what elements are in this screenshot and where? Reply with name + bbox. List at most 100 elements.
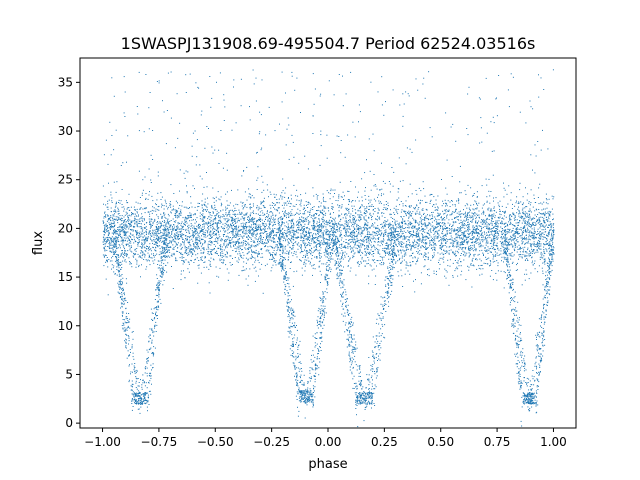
data-point <box>289 250 291 252</box>
data-point <box>377 253 379 254</box>
data-point <box>176 250 178 252</box>
data-point <box>378 209 380 211</box>
data-point <box>343 226 345 228</box>
data-point <box>480 246 482 248</box>
data-point <box>494 235 496 236</box>
data-point <box>501 218 503 219</box>
data-point <box>395 239 397 240</box>
data-point <box>326 222 328 224</box>
data-point <box>445 235 447 237</box>
data-point <box>124 231 126 233</box>
data-point <box>231 227 233 229</box>
data-point <box>537 244 539 246</box>
data-point <box>282 247 284 249</box>
data-point <box>171 209 173 211</box>
data-point <box>529 213 530 215</box>
data-point <box>524 222 526 223</box>
data-point <box>184 247 186 249</box>
data-point <box>316 221 318 223</box>
data-point <box>120 226 122 228</box>
data-point <box>474 200 476 202</box>
data-point <box>493 234 495 236</box>
data-point <box>141 246 143 248</box>
data-point <box>215 240 217 242</box>
data-point <box>471 260 473 262</box>
data-point <box>484 220 486 222</box>
data-point <box>223 227 225 229</box>
data-point <box>503 250 505 252</box>
data-point <box>252 264 254 266</box>
data-point <box>237 231 239 233</box>
data-point <box>288 197 289 198</box>
data-point <box>242 269 244 271</box>
data-point <box>116 202 117 204</box>
data-point <box>489 215 491 217</box>
data-point <box>256 205 258 207</box>
data-point <box>221 246 223 248</box>
data-point <box>221 255 223 257</box>
data-point <box>479 245 481 247</box>
data-point <box>291 252 293 254</box>
data-point <box>325 231 327 233</box>
data-point <box>353 238 355 240</box>
data-point <box>271 231 273 232</box>
data-point <box>244 191 246 193</box>
data-point <box>235 227 237 229</box>
data-point <box>403 242 405 244</box>
data-point <box>368 253 370 255</box>
data-point <box>143 218 145 220</box>
data-point <box>345 224 347 226</box>
data-point <box>301 219 302 221</box>
data-point <box>150 248 152 250</box>
data-point <box>200 259 202 261</box>
data-point <box>414 247 416 249</box>
data-point <box>200 242 202 244</box>
data-point <box>174 240 176 242</box>
data-point <box>495 230 497 232</box>
data-point <box>309 236 311 238</box>
data-point <box>521 232 523 234</box>
data-point <box>471 231 473 233</box>
data-point <box>533 236 534 238</box>
data-point <box>494 232 496 234</box>
data-point <box>129 245 131 247</box>
data-point <box>375 218 377 220</box>
data-point <box>522 216 524 217</box>
data-point <box>390 216 392 218</box>
data-point <box>132 225 134 227</box>
data-point <box>137 233 139 235</box>
data-point <box>478 229 479 230</box>
data-point <box>320 274 322 276</box>
data-point <box>307 204 309 205</box>
data-point <box>412 246 414 247</box>
data-point <box>388 227 389 229</box>
data-point <box>451 213 453 215</box>
data-point <box>313 215 315 217</box>
data-point <box>528 210 530 212</box>
data-point <box>518 210 520 211</box>
data-point <box>551 234 553 236</box>
data-point <box>272 225 274 227</box>
data-point <box>305 256 306 257</box>
data-point <box>141 194 143 196</box>
data-point <box>288 234 290 236</box>
data-point <box>510 255 512 257</box>
data-point <box>466 239 467 241</box>
data-point <box>280 219 282 221</box>
data-point <box>393 267 395 269</box>
data-point <box>518 258 519 260</box>
data-point <box>318 224 320 226</box>
data-point <box>370 199 372 201</box>
data-point <box>260 203 262 205</box>
data-point <box>476 232 478 234</box>
data-point <box>134 226 136 228</box>
data-point <box>391 238 392 240</box>
data-point <box>499 208 501 210</box>
data-point <box>210 242 212 243</box>
data-point <box>368 247 370 249</box>
data-point <box>406 241 408 243</box>
data-point <box>191 230 193 232</box>
data-point <box>218 220 220 222</box>
data-point <box>529 222 530 224</box>
data-point <box>161 217 163 219</box>
